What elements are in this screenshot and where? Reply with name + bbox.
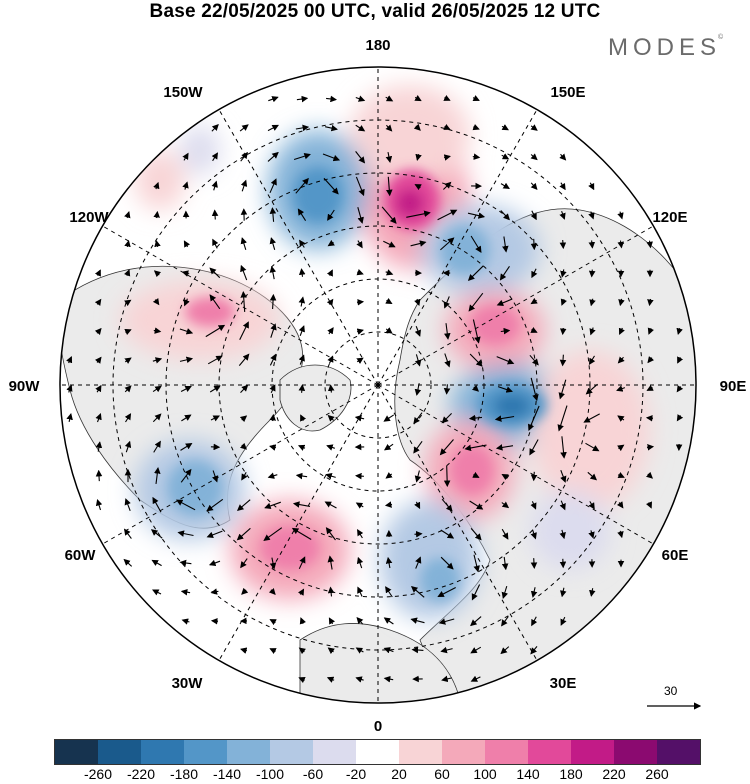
wind-vector — [215, 211, 216, 220]
negative-anomaly — [180, 125, 220, 175]
negative-core — [167, 460, 223, 516]
colorbar-swatch — [399, 740, 442, 764]
lon-label-60e: 60E — [662, 547, 689, 564]
colorbar-swatch — [270, 740, 313, 764]
colorbar-swatch — [313, 740, 356, 764]
negative-core — [293, 167, 343, 223]
colorbar-swatch — [442, 740, 485, 764]
wind-vector — [534, 472, 535, 480]
lon-label-120w: 120W — [69, 209, 109, 226]
lon-label-90w: 90W — [9, 378, 41, 395]
wind-vector — [534, 239, 535, 249]
colorbar-swatch — [55, 740, 98, 764]
colorbar-swatch — [571, 740, 614, 764]
wind-vector — [356, 476, 364, 477]
colorbar-swatch — [657, 740, 700, 764]
wind-vector — [563, 240, 564, 248]
lon-label-60w: 60W — [65, 547, 97, 564]
colorbar-swatch — [485, 740, 528, 764]
colorbar-swatch — [356, 740, 399, 764]
reference-vector-label: 30 — [664, 684, 677, 698]
colorbar-swatch — [227, 740, 270, 764]
wind-vector — [415, 534, 422, 535]
lon-label-0: 0 — [374, 718, 382, 735]
lon-label-90e: 90E — [720, 378, 747, 395]
wind-vector — [647, 418, 653, 419]
colorbar — [54, 739, 701, 765]
wind-vector — [563, 328, 564, 334]
negative-core — [494, 394, 530, 418]
negative-anomaly — [380, 500, 480, 620]
lon-label-120e: 120E — [652, 209, 687, 226]
wind-vector — [592, 270, 593, 277]
positive-core — [396, 189, 424, 217]
colorbar-swatch — [98, 740, 141, 764]
positive-core — [260, 526, 320, 570]
positive-anomaly — [350, 85, 470, 185]
wind-vector — [212, 621, 218, 622]
lon-label-30w: 30W — [172, 675, 204, 692]
negative-core — [440, 225, 490, 275]
lon-label-150w: 150W — [163, 84, 203, 101]
wind-vector — [534, 558, 535, 568]
wind-vector — [447, 466, 448, 486]
colorbar-swatch — [614, 740, 657, 764]
negative-anomaly — [530, 490, 610, 570]
colorbar-swatch — [141, 740, 184, 764]
colorbar-swatch — [528, 740, 571, 764]
wind-vector — [357, 302, 363, 303]
lon-label-30e: 30E — [550, 675, 577, 692]
colorbar-swatch — [184, 740, 227, 764]
positive-anomaly — [135, 150, 185, 210]
lon-label-150e: 150E — [550, 84, 585, 101]
wind-vector — [99, 471, 100, 481]
colorbar-tick-label: 260 — [632, 766, 682, 782]
positive-core — [450, 445, 494, 495]
positive-core — [185, 297, 235, 327]
lon-label-180: 180 — [365, 37, 390, 54]
